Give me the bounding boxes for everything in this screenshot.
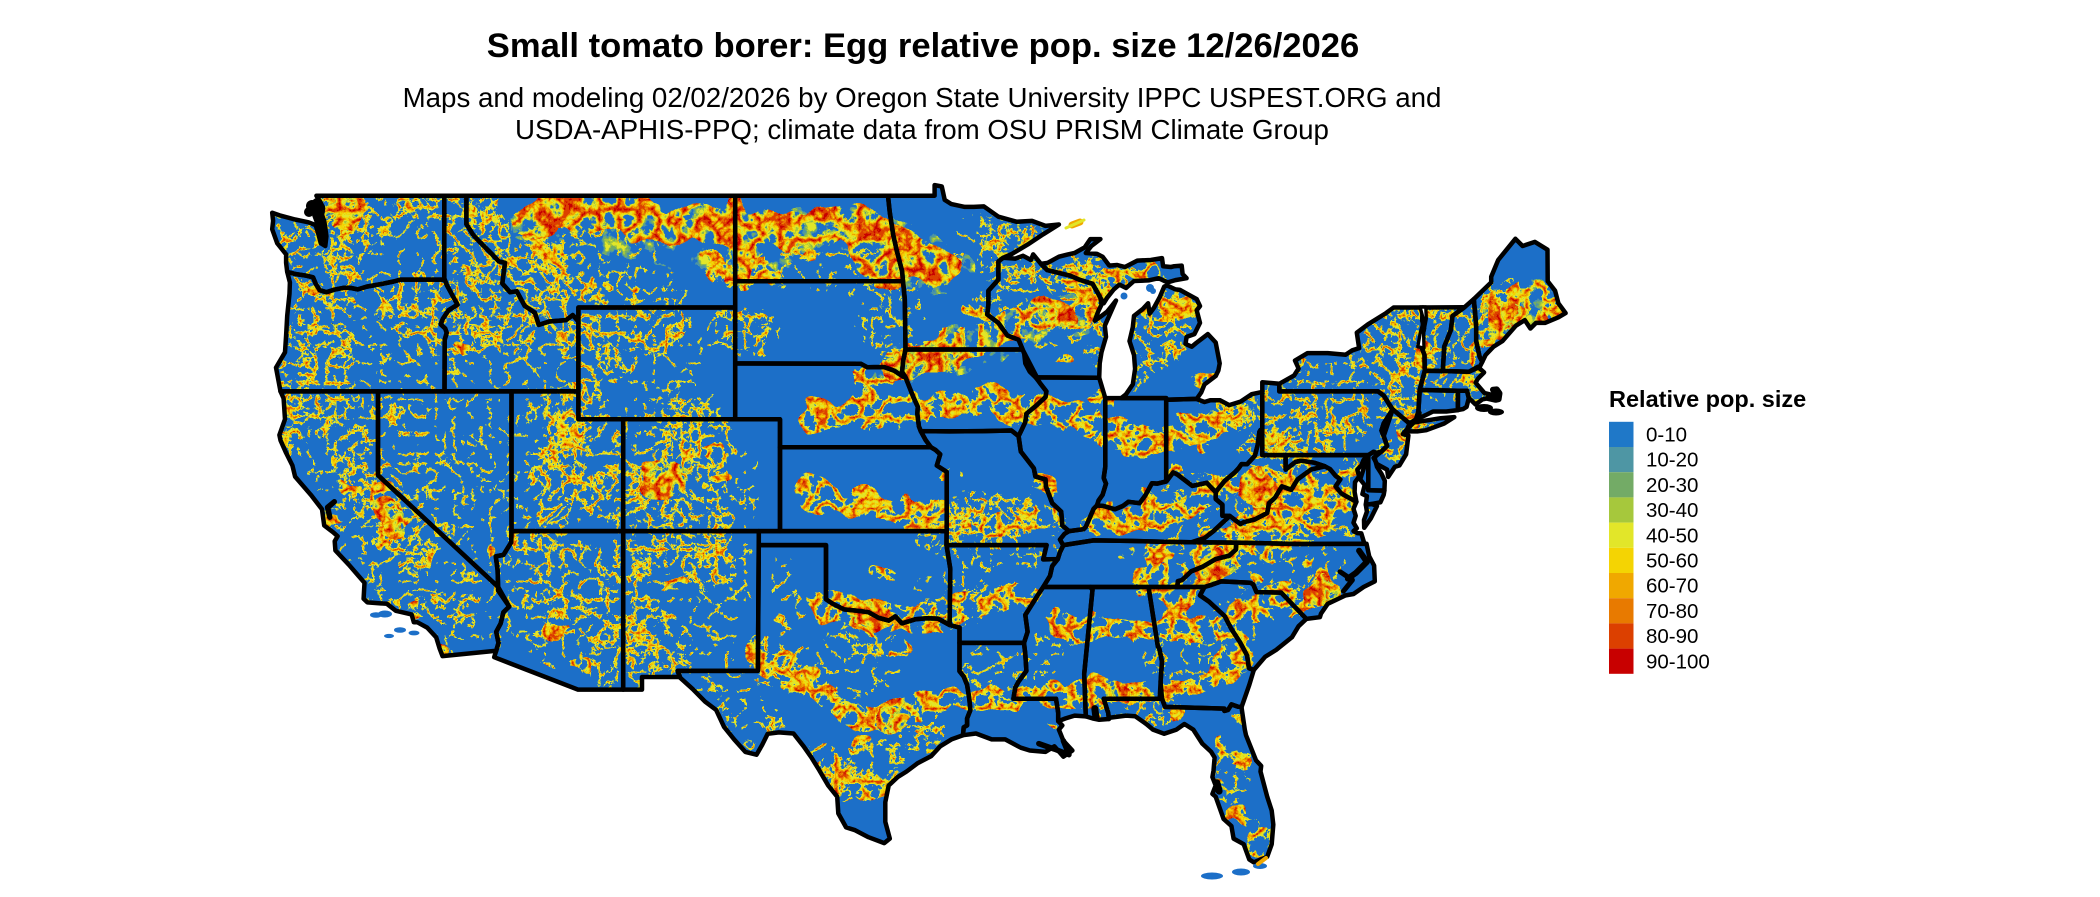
svg-text:30-40: 30-40: [1646, 499, 1698, 522]
svg-text:10-20: 10-20: [1646, 449, 1698, 472]
svg-text:Relative pop. size: Relative pop. size: [1609, 386, 1806, 412]
svg-text:Maps and modeling 02/02/2026 b: Maps and modeling 02/02/2026 by Oregon S…: [403, 82, 1442, 113]
svg-text:90-100: 90-100: [1646, 650, 1710, 673]
svg-text:50-60: 50-60: [1646, 550, 1698, 573]
svg-text:Small tomato borer: Egg relati: Small tomato borer: Egg relative pop. si…: [487, 27, 1359, 65]
svg-text:20-30: 20-30: [1646, 474, 1698, 497]
svg-text:80-90: 80-90: [1646, 625, 1698, 648]
svg-text:60-70: 60-70: [1646, 575, 1698, 598]
svg-text:40-50: 40-50: [1646, 524, 1698, 547]
svg-text:70-80: 70-80: [1646, 600, 1698, 623]
svg-text:0-10: 0-10: [1646, 424, 1687, 447]
svg-text:USDA-APHIS-PPQ; climate data f: USDA-APHIS-PPQ; climate data from OSU PR…: [515, 114, 1329, 145]
